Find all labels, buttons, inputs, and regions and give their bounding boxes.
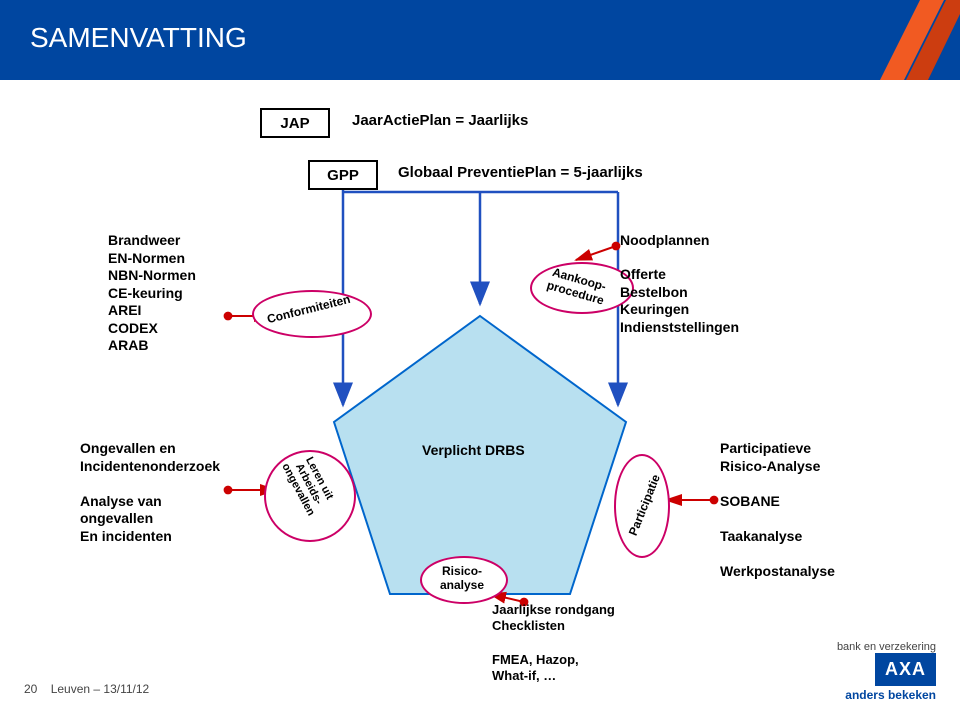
footer-left: 20 Leuven – 13/11/12 [24,682,149,696]
footer-logo: bank en verzekering AXA anders bekeken [837,641,936,702]
text-center: Verplicht DRBS [422,442,525,460]
ellipse-risico-label: Risico- analyse [440,564,484,592]
text-left-lower: Ongevallen en Incidentenonderzoek Analys… [80,440,220,545]
diagram-svg [0,0,960,714]
text-left-upper: Brandweer EN-Normen NBN-Normen CE-keurin… [108,232,196,355]
axa-logo: AXA [875,653,936,686]
logo-tag2: anders bekeken [837,688,936,702]
slide: { "title": "SAMENVATTING", "jap": { "box… [0,0,960,714]
text-bottom2: FMEA, Hazop, What-if, … [492,652,579,685]
text-right-lower: Participatieve Risico-Analyse SOBANE Taa… [720,440,835,580]
text-bottom1: Jaarlijkse rondgang Checklisten [492,602,615,635]
footer-text: Leuven – 13/11/12 [51,682,150,696]
text-right-upper-top: Noodplannen [620,232,709,250]
logo-tag1: bank en verzekering [837,641,936,653]
text-right-upper: Offerte Bestelbon Keuringen Indienststel… [620,266,739,336]
slide-number: 20 [24,682,37,696]
